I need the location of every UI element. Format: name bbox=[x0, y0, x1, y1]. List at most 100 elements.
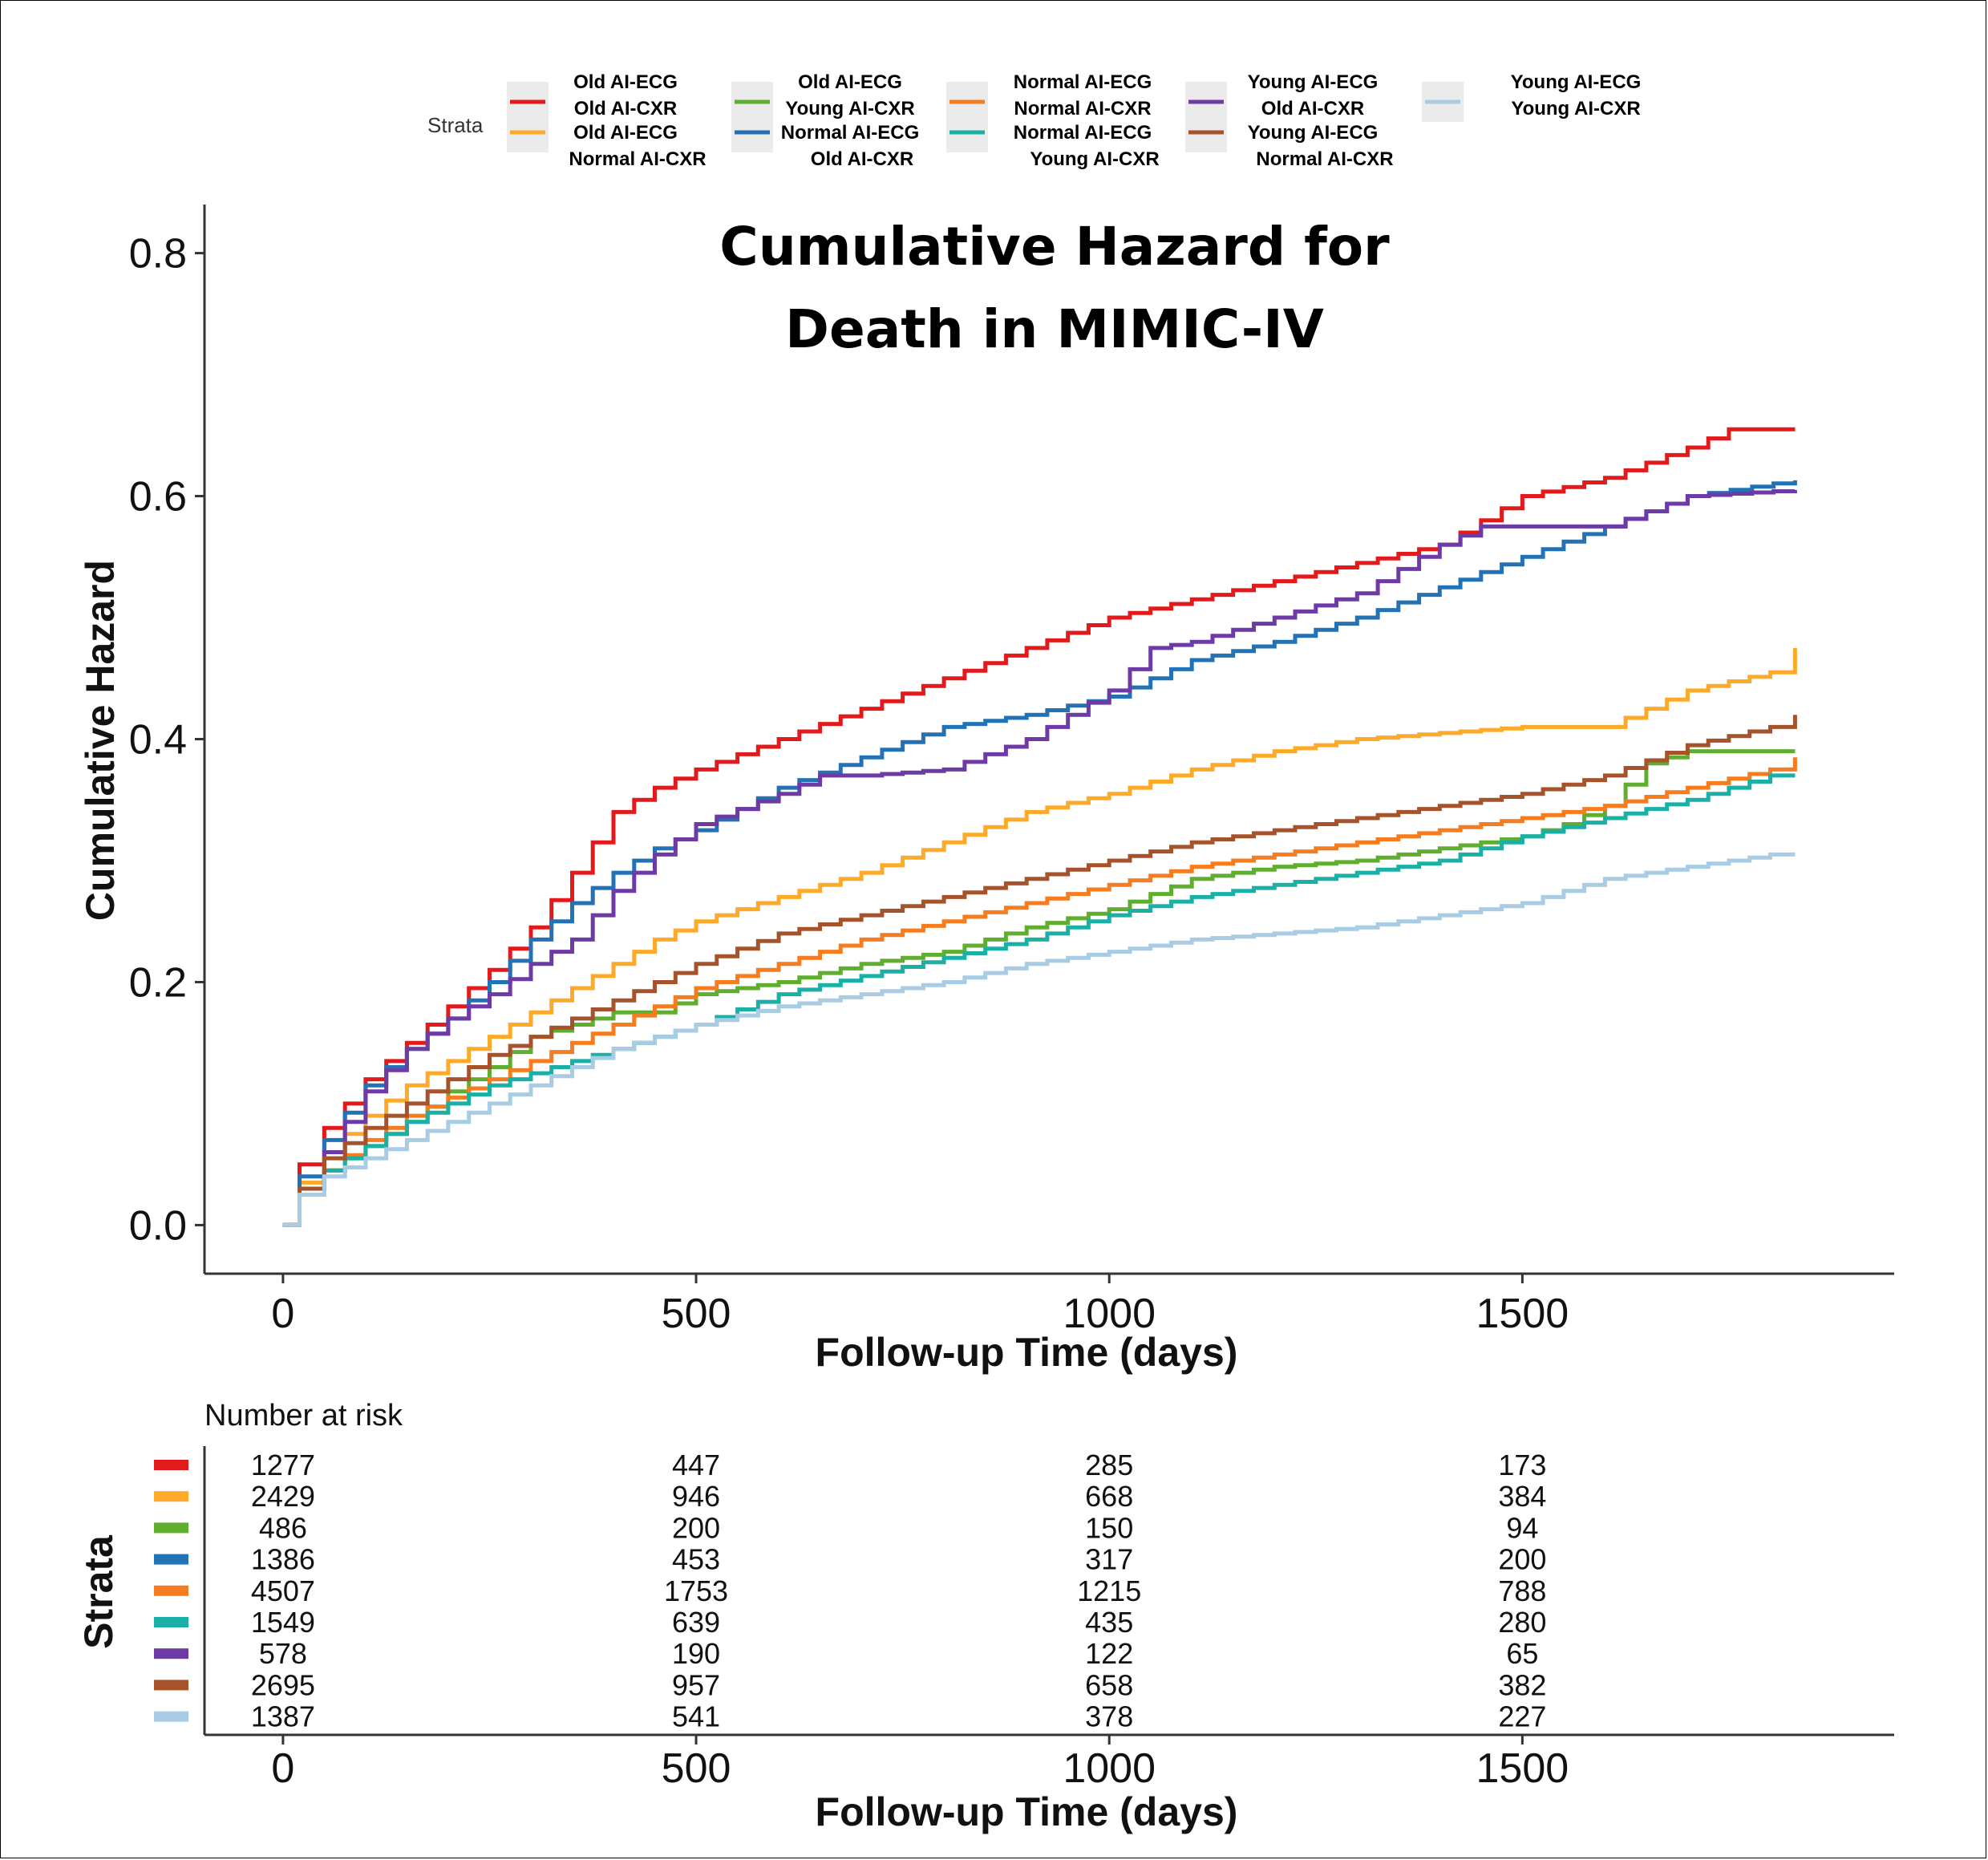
chart-title-line-1: Cumulative Hazard for bbox=[719, 216, 1390, 278]
legend-label-line1: Normal AI-ECG bbox=[1014, 71, 1152, 93]
x-tick-label: 1500 bbox=[1476, 1291, 1569, 1337]
risk-table-title: Number at risk bbox=[204, 1399, 403, 1432]
y-tick-label: 0.8 bbox=[129, 231, 187, 278]
y-tick-label: 0.2 bbox=[129, 959, 187, 1006]
risk-count: 639 bbox=[672, 1606, 720, 1639]
risk-count: 285 bbox=[1085, 1449, 1133, 1481]
x-tick-label: 1000 bbox=[1063, 1291, 1156, 1337]
y-tick-label: 0.4 bbox=[129, 717, 187, 764]
legend-label-line2: Normal AI-CXR bbox=[1014, 98, 1151, 120]
risk-count: 150 bbox=[1085, 1511, 1133, 1544]
risk-count: 173 bbox=[1498, 1449, 1546, 1481]
risk-count: 382 bbox=[1498, 1668, 1546, 1701]
legend-label-line1: Young AI-ECG bbox=[1248, 122, 1379, 144]
series-line-4 bbox=[282, 480, 1797, 1227]
risk-count: 378 bbox=[1085, 1700, 1133, 1733]
risk-row-8: 2695 957 658 382 bbox=[154, 1668, 1546, 1701]
legend-label-line1: Normal AI-ECG bbox=[1014, 122, 1152, 144]
legend-label-line2: Normal AI-CXR bbox=[569, 148, 706, 170]
risk-row-5: 4507 1753 1215 788 bbox=[154, 1574, 1546, 1607]
x-axis-title: Follow-up Time (days) bbox=[816, 1330, 1238, 1375]
risk-count: 447 bbox=[672, 1449, 720, 1481]
legend-label-line1: Old AI-ECG bbox=[798, 71, 902, 93]
risk-x-tick-label: 500 bbox=[662, 1745, 731, 1792]
risk-count: 453 bbox=[672, 1543, 720, 1576]
risk-count: 200 bbox=[672, 1511, 720, 1544]
risk-count: 957 bbox=[672, 1668, 720, 1701]
risk-row-9: 1387 541 378 227 bbox=[154, 1700, 1546, 1733]
legend-label-line2: Old AI-CXR bbox=[1261, 98, 1364, 120]
risk-count: 1386 bbox=[251, 1543, 315, 1576]
risk-x-tick-label: 1000 bbox=[1063, 1745, 1156, 1792]
risk-row-1: 1277 447 285 173 bbox=[154, 1449, 1546, 1481]
risk-count: 317 bbox=[1085, 1543, 1133, 1576]
risk-row-color-key bbox=[154, 1491, 188, 1502]
risk-count: 668 bbox=[1085, 1480, 1133, 1513]
series-line-5 bbox=[282, 757, 1797, 1227]
series-line-9 bbox=[282, 852, 1796, 1227]
series-line-6 bbox=[282, 773, 1796, 1227]
risk-count: 122 bbox=[1085, 1637, 1133, 1670]
risk-count: 200 bbox=[1498, 1543, 1546, 1576]
risk-row-color-key bbox=[154, 1460, 188, 1470]
legend-label-line1: Old AI-ECG bbox=[573, 71, 678, 93]
risk-row-color-key bbox=[154, 1585, 188, 1596]
legend-label-line1: Young AI-ECG bbox=[1248, 71, 1379, 93]
risk-count: 280 bbox=[1498, 1606, 1546, 1639]
x-tick-label: 500 bbox=[662, 1291, 731, 1337]
y-tick-label: 0.0 bbox=[129, 1202, 187, 1249]
series-line-8 bbox=[282, 715, 1797, 1227]
risk-row-color-key bbox=[154, 1648, 188, 1659]
risk-table-strata-label: Strata bbox=[76, 1534, 121, 1649]
risk-count: 227 bbox=[1498, 1700, 1546, 1733]
risk-row-color-key bbox=[154, 1522, 188, 1534]
legend-item-8: Young AI-ECG Normal AI-CXR bbox=[1185, 112, 1394, 170]
legend-label-line2: Normal AI-CXR bbox=[1256, 148, 1393, 170]
risk-table: Number at risk Strata 1277 447 285 173 2429 9… bbox=[76, 1399, 1894, 1834]
legend-title: Strata bbox=[427, 113, 484, 137]
legend-label-line2: Young AI-CXR bbox=[1511, 98, 1640, 120]
risk-count: 658 bbox=[1085, 1668, 1133, 1701]
legend-label-line1: Normal AI-ECG bbox=[781, 122, 919, 144]
risk-count: 190 bbox=[672, 1637, 720, 1670]
series-line-7 bbox=[282, 489, 1797, 1227]
legend-item-6: Normal AI-ECG Young AI-CXR bbox=[946, 112, 1160, 170]
risk-count: 1753 bbox=[664, 1574, 728, 1607]
series-line-2 bbox=[282, 647, 1797, 1227]
risk-count: 788 bbox=[1498, 1574, 1546, 1607]
legend-item-2: Old AI-ECG Normal AI-CXR bbox=[507, 112, 707, 170]
risk-count: 486 bbox=[259, 1511, 307, 1544]
risk-row-color-key bbox=[154, 1711, 188, 1722]
legend-label-line2: Old AI-CXR bbox=[574, 98, 677, 120]
legend-label-line1: Old AI-ECG bbox=[573, 122, 678, 144]
risk-count: 2429 bbox=[251, 1480, 315, 1513]
main-plot: 0.0 0.2 0.4 0.6 0.8 0 500 1000 1500 Cumulative … bbox=[78, 205, 1894, 1375]
x-tick-label: 0 bbox=[271, 1291, 294, 1337]
risk-count: 541 bbox=[672, 1700, 720, 1733]
risk-row-7: 578 190 122 65 bbox=[154, 1637, 1538, 1670]
risk-row-3: 486 200 150 94 bbox=[154, 1511, 1538, 1544]
chart-title-line-2: Death in MIMIC-IV bbox=[785, 298, 1324, 360]
risk-count: 946 bbox=[672, 1480, 720, 1513]
risk-row-2: 2429 946 668 384 bbox=[154, 1480, 1546, 1513]
risk-count: 1215 bbox=[1077, 1574, 1141, 1607]
y-axis-title: Cumulative Hazard bbox=[78, 560, 123, 921]
risk-count: 1277 bbox=[251, 1449, 315, 1481]
risk-count: 94 bbox=[1506, 1511, 1538, 1544]
risk-row-color-key bbox=[154, 1554, 188, 1565]
risk-count: 435 bbox=[1085, 1606, 1133, 1639]
risk-row-4: 1386 453 317 200 bbox=[154, 1543, 1546, 1576]
risk-count: 1387 bbox=[251, 1700, 315, 1733]
risk-count: 2695 bbox=[251, 1668, 315, 1701]
legend-item-4: Normal AI-ECG Old AI-CXR bbox=[731, 112, 919, 170]
series-line-1 bbox=[282, 427, 1796, 1227]
legend-label-line2: Young AI-CXR bbox=[1030, 148, 1159, 170]
risk-row-color-key bbox=[154, 1680, 188, 1691]
risk-x-tick-label: 0 bbox=[271, 1745, 294, 1792]
risk-count: 578 bbox=[259, 1637, 307, 1670]
risk-row-6: 1549 639 435 280 bbox=[154, 1606, 1546, 1639]
risk-x-tick-label: 1500 bbox=[1476, 1745, 1569, 1792]
risk-count: 1549 bbox=[251, 1606, 315, 1639]
